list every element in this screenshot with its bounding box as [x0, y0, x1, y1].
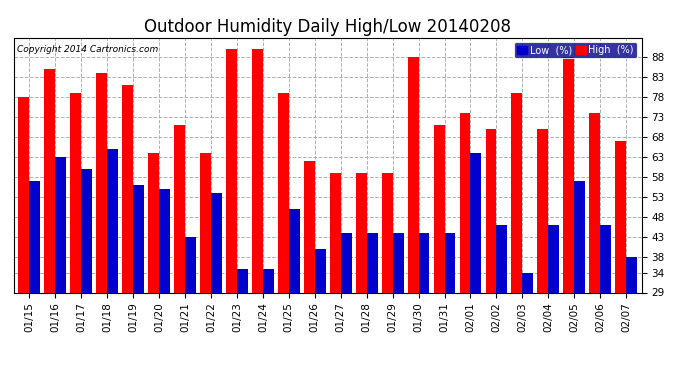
Bar: [226, 50, 237, 375]
Bar: [81, 169, 92, 375]
Bar: [330, 173, 341, 375]
Bar: [366, 233, 377, 375]
Bar: [148, 153, 159, 375]
Bar: [486, 129, 496, 375]
Bar: [237, 268, 248, 375]
Bar: [174, 125, 185, 375]
Bar: [433, 125, 444, 375]
Bar: [159, 189, 170, 375]
Bar: [278, 93, 289, 375]
Bar: [626, 256, 637, 375]
Text: Copyright 2014 Cartronics.com: Copyright 2014 Cartronics.com: [17, 45, 158, 54]
Bar: [341, 233, 352, 375]
Bar: [460, 113, 471, 375]
Bar: [55, 157, 66, 375]
Bar: [382, 173, 393, 375]
Bar: [444, 233, 455, 375]
Bar: [211, 193, 222, 375]
Bar: [393, 233, 404, 375]
Bar: [356, 173, 366, 375]
Bar: [615, 141, 626, 375]
Legend: Low  (%), High  (%): Low (%), High (%): [514, 42, 637, 58]
Bar: [200, 153, 211, 375]
Bar: [44, 69, 55, 375]
Bar: [600, 225, 611, 375]
Bar: [252, 50, 263, 375]
Bar: [589, 113, 600, 375]
Bar: [471, 153, 482, 375]
Bar: [522, 273, 533, 375]
Bar: [563, 57, 574, 375]
Bar: [289, 209, 299, 375]
Bar: [122, 86, 133, 375]
Bar: [19, 97, 30, 375]
Bar: [538, 129, 549, 375]
Bar: [315, 249, 326, 375]
Title: Outdoor Humidity Daily High/Low 20140208: Outdoor Humidity Daily High/Low 20140208: [144, 18, 511, 36]
Bar: [70, 93, 81, 375]
Bar: [511, 93, 522, 375]
Bar: [107, 149, 118, 375]
Bar: [263, 268, 274, 375]
Bar: [30, 181, 40, 375]
Bar: [304, 161, 315, 375]
Bar: [408, 57, 419, 375]
Bar: [185, 237, 196, 375]
Bar: [133, 185, 144, 375]
Bar: [549, 225, 559, 375]
Bar: [574, 181, 585, 375]
Bar: [419, 233, 429, 375]
Bar: [97, 74, 107, 375]
Bar: [496, 225, 507, 375]
